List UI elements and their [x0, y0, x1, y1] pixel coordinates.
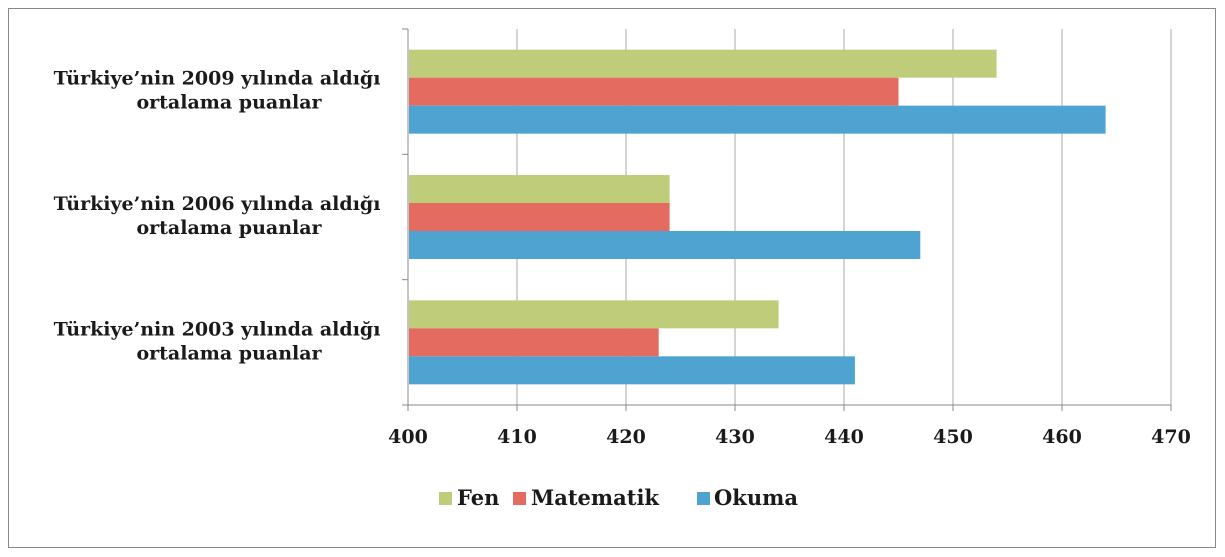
category-label-line: ortalama puanlar: [136, 217, 322, 239]
bar-matematik-2: [409, 203, 670, 231]
bar-okuma-1: [409, 356, 855, 385]
category-label-line: Türkiye’nin 2003 yılında aldığı: [54, 318, 381, 340]
category-label: Türkiye’nin 2003 yılında aldığı ortalama …: [54, 318, 381, 364]
x-tick-label: 410: [497, 426, 537, 448]
bar-matematik-1: [409, 328, 659, 357]
category-label: Türkiye’nin 2009 yılında aldığı ortalama …: [54, 68, 381, 114]
category-label-line: Türkiye’nin 2009 yılında aldığı: [54, 68, 381, 90]
bar-fen-2: [409, 175, 670, 203]
bar-chart: 400 410 420 430 440 450 460 470 Türkiye’nin 2003…: [54, 28, 1191, 510]
legend-swatch-matematik: [513, 492, 526, 505]
category-label-line: ortalama puanlar: [136, 342, 322, 364]
category-label: Türkiye’nin 2006 yılında aldığı ortalama …: [54, 193, 381, 239]
bar-fen-3: [409, 49, 997, 78]
x-tick-label: 400: [388, 426, 428, 448]
bar-fen-1: [409, 300, 779, 329]
legend-label-matematik: Matematik: [531, 485, 659, 510]
x-tick-label: 470: [1151, 426, 1191, 448]
bar-okuma-2: [409, 231, 921, 259]
category-label-line: Türkiye’nin 2006 yılında aldığı: [54, 193, 381, 215]
x-tick-label: 430: [715, 426, 755, 448]
legend-label-okuma: Okuma: [714, 485, 798, 510]
legend-swatch-fen: [439, 492, 452, 505]
bar-matematik-3: [409, 77, 899, 106]
category-label-line: ortalama puanlar: [136, 92, 322, 114]
chart-frame: 400 410 420 430 440 450 460 470 Türkiye’nin 2003…: [8, 8, 1216, 548]
bar-okuma-3: [409, 105, 1106, 134]
x-tick-label: 440: [824, 426, 864, 448]
x-tick-label: 450: [933, 426, 973, 448]
x-tick-label: 460: [1042, 426, 1082, 448]
legend-swatch-okuma: [697, 492, 710, 505]
x-tick-label: 420: [606, 426, 646, 448]
legend-label-fen: Fen: [457, 485, 499, 510]
